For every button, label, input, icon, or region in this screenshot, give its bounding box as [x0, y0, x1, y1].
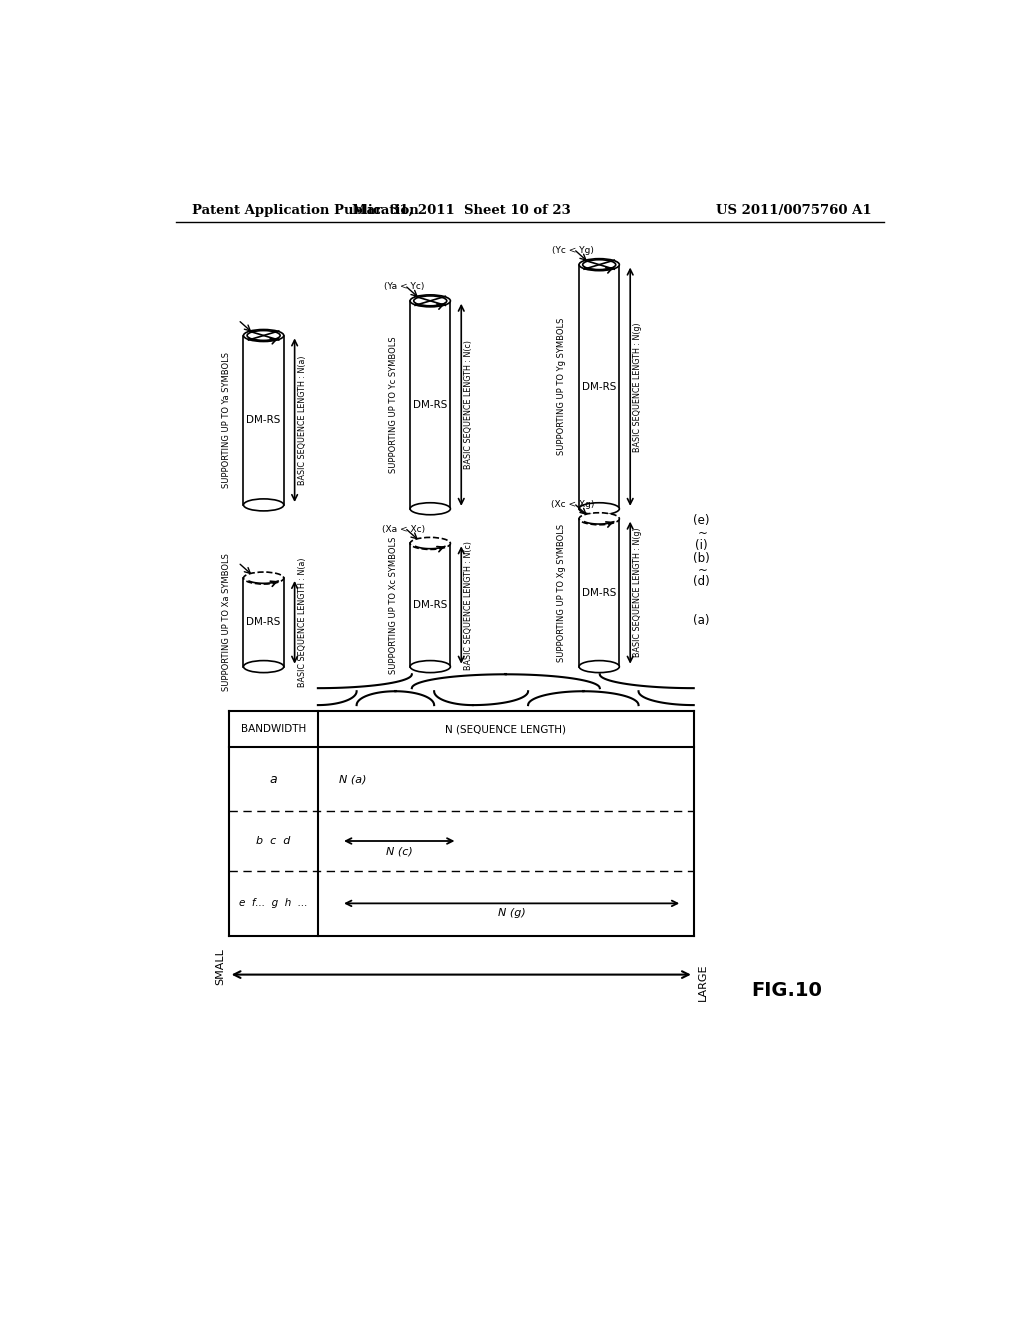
Text: LARGE: LARGE	[697, 964, 708, 1001]
Bar	[244, 578, 284, 667]
Text: SMALL: SMALL	[215, 949, 225, 985]
Text: (d): (d)	[693, 576, 710, 589]
Text: SUPPORTING UP TO Xc SYMBOLS: SUPPORTING UP TO Xc SYMBOLS	[388, 536, 397, 673]
Ellipse shape	[579, 259, 620, 271]
Text: US 2011/0075760 A1: US 2011/0075760 A1	[717, 205, 872, 218]
Text: Mar. 31, 2011  Sheet 10 of 23: Mar. 31, 2011 Sheet 10 of 23	[352, 205, 570, 218]
Text: SUPPORTING UP TO Xg SYMBOLS: SUPPORTING UP TO Xg SYMBOLS	[557, 524, 566, 661]
Text: (b): (b)	[693, 552, 710, 565]
Text: DM-RS: DM-RS	[582, 587, 616, 598]
Ellipse shape	[244, 499, 284, 511]
Bar	[410, 301, 451, 508]
Ellipse shape	[579, 660, 620, 673]
Text: BASIC SEQUENCE LENGTH : N(a): BASIC SEQUENCE LENGTH : N(a)	[298, 557, 307, 688]
Text: (Yc < Yg): (Yc < Yg)	[552, 247, 594, 255]
Bar	[244, 335, 284, 506]
Text: e  f...  g  h  ...: e f... g h ...	[239, 899, 307, 908]
Text: DM-RS: DM-RS	[582, 381, 616, 392]
Text: a: a	[269, 774, 278, 785]
Ellipse shape	[410, 503, 451, 515]
Text: SUPPORTING UP TO Yc SYMBOLS: SUPPORTING UP TO Yc SYMBOLS	[388, 337, 397, 473]
Ellipse shape	[410, 294, 451, 306]
Text: Patent Application Publication: Patent Application Publication	[191, 205, 418, 218]
Text: BASIC SEQUENCE LENGTH : N(c): BASIC SEQUENCE LENGTH : N(c)	[464, 341, 473, 470]
Text: N (c): N (c)	[386, 846, 413, 855]
Text: N (SEQUENCE LENGTH): N (SEQUENCE LENGTH)	[445, 725, 566, 734]
Ellipse shape	[244, 330, 284, 342]
Text: (a): (a)	[693, 614, 710, 627]
Text: ~: ~	[698, 527, 708, 540]
Text: (Xa < Xc): (Xa < Xc)	[382, 525, 425, 535]
Text: SUPPORTING UP TO Ya SYMBOLS: SUPPORTING UP TO Ya SYMBOLS	[222, 352, 231, 488]
Text: DM-RS: DM-RS	[413, 400, 447, 409]
Ellipse shape	[410, 660, 451, 673]
Ellipse shape	[410, 537, 451, 549]
Text: (e): (e)	[693, 513, 710, 527]
Text: (Xc < Xg): (Xc < Xg)	[551, 500, 595, 510]
Text: BASIC SEQUENCE LENGTH : N(a): BASIC SEQUENCE LENGTH : N(a)	[298, 355, 307, 484]
Ellipse shape	[579, 503, 620, 515]
Text: SUPPORTING UP TO Yg SYMBOLS: SUPPORTING UP TO Yg SYMBOLS	[557, 318, 566, 455]
Ellipse shape	[244, 660, 284, 673]
Text: BASIC SEQUENCE LENGTH : N(g): BASIC SEQUENCE LENGTH : N(g)	[633, 528, 642, 657]
Text: DM-RS: DM-RS	[413, 601, 447, 610]
Ellipse shape	[579, 512, 620, 525]
Text: SUPPORTING UP TO Xa SYMBOLS: SUPPORTING UP TO Xa SYMBOLS	[222, 553, 231, 692]
Bar	[579, 264, 620, 508]
Text: (Ya < Yc): (Ya < Yc)	[384, 282, 424, 292]
Text: DM-RS: DM-RS	[247, 618, 281, 627]
Ellipse shape	[244, 572, 284, 583]
Text: ~: ~	[698, 564, 708, 577]
Bar	[579, 519, 620, 667]
Text: N (a): N (a)	[339, 775, 367, 784]
Text: b  c  d: b c d	[256, 836, 291, 846]
Bar	[410, 544, 451, 667]
Text: N (g): N (g)	[498, 908, 525, 919]
Text: BASIC SEQUENCE LENGTH : N(c): BASIC SEQUENCE LENGTH : N(c)	[464, 540, 473, 669]
Text: BASIC SEQUENCE LENGTH : N(g): BASIC SEQUENCE LENGTH : N(g)	[633, 322, 642, 451]
Text: DM-RS: DM-RS	[247, 416, 281, 425]
Text: FIG.10: FIG.10	[752, 981, 822, 999]
Text: BANDWIDTH: BANDWIDTH	[241, 725, 306, 734]
Text: (i): (i)	[695, 539, 708, 552]
